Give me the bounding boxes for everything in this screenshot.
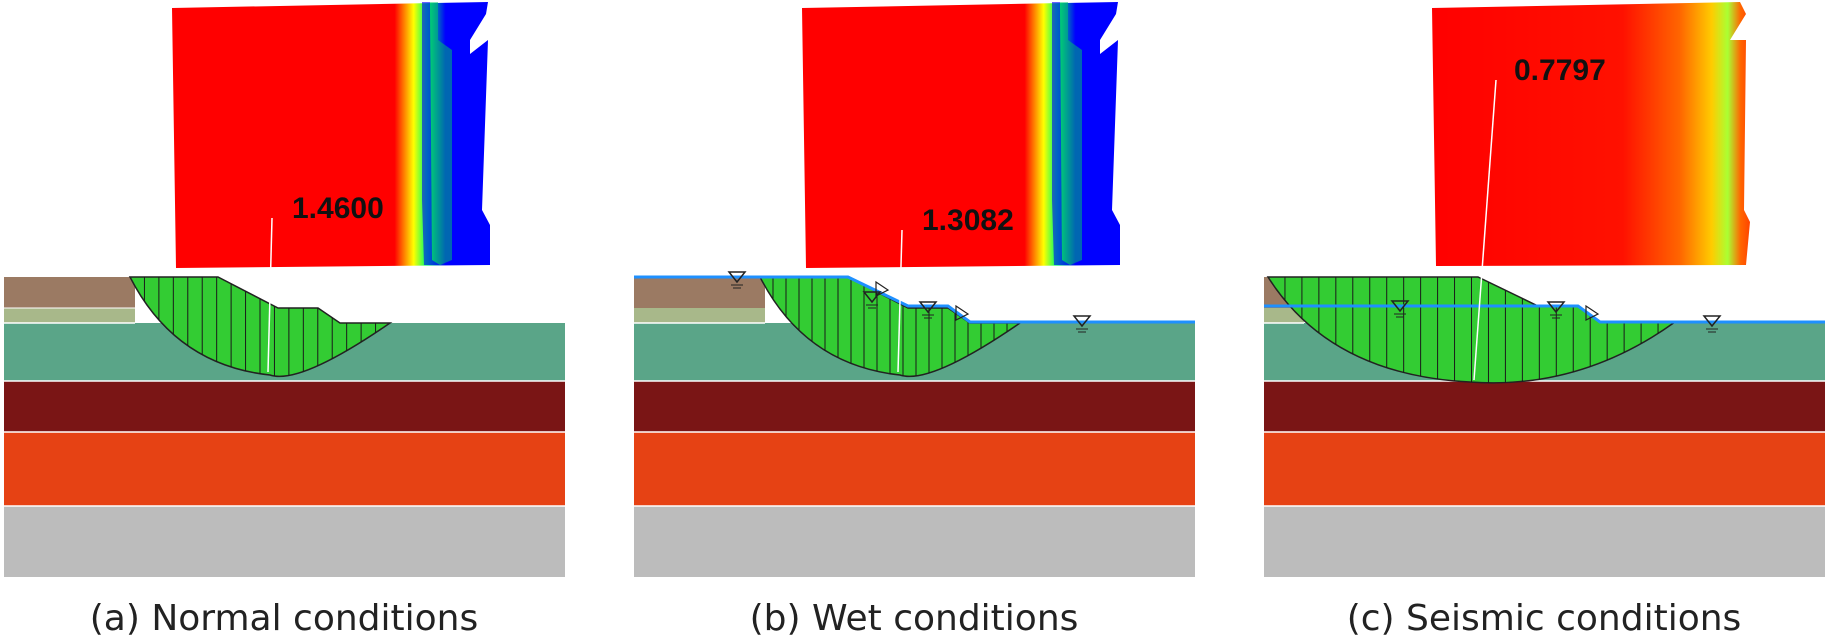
panel-a: 1.4600 (a) Normal conditions <box>4 2 565 638</box>
slope-water-arrow-icon <box>1585 304 1600 321</box>
fos-leader-line <box>1473 79 1497 381</box>
bedrock-layer <box>634 506 1195 577</box>
panel-b: 1.3082 (b) Wet conditions <box>634 2 1195 638</box>
orange-layer <box>634 432 1195 506</box>
thin-layer <box>1264 308 1304 323</box>
safety-contour-map <box>1432 2 1750 266</box>
orange-layer <box>4 432 565 506</box>
water-level-symbol <box>862 291 882 309</box>
topsoil-layer <box>634 277 765 308</box>
topsoil-layer <box>4 277 135 308</box>
bedrock-layer <box>4 506 565 577</box>
water-level-symbol <box>1546 301 1566 319</box>
fos-leader-line <box>267 217 273 373</box>
factor-of-safety-label: 1.4600 <box>292 192 384 225</box>
water-level-symbol <box>1072 315 1092 333</box>
thin-layer <box>634 308 765 323</box>
water-level-symbol <box>727 271 747 289</box>
water-table <box>634 271 1195 333</box>
orange-layer <box>1264 432 1825 506</box>
factor-of-safety-label: 0.7797 <box>1514 54 1606 87</box>
safety-contour-map <box>802 2 1120 268</box>
panel-caption: (c) Seismic conditions <box>1347 598 1742 638</box>
dark-clay-layer <box>634 381 1195 432</box>
dark-clay-layer <box>1264 381 1825 432</box>
soil-layers <box>1264 277 1825 577</box>
slope-water-arrow-icon <box>955 304 970 321</box>
failure-surface <box>1266 276 1678 384</box>
water-level-symbol <box>918 301 938 319</box>
water-level-symbol <box>1390 300 1410 318</box>
panel-caption: (b) Wet conditions <box>750 598 1079 638</box>
panel-c: 0.7797 (c) Seismic conditions <box>1264 2 1825 638</box>
safety-contour-map <box>172 2 490 268</box>
factor-of-safety-label: 1.3082 <box>922 204 1014 237</box>
water-table <box>1264 300 1825 333</box>
thin-layer <box>4 308 135 323</box>
fos-leader-line <box>897 229 903 373</box>
bedrock-layer <box>1264 506 1825 577</box>
panel-caption: (a) Normal conditions <box>90 598 479 638</box>
dark-clay-layer <box>4 381 565 432</box>
water-level-symbol <box>1702 315 1722 333</box>
slope-water-arrow-icon <box>875 280 890 297</box>
